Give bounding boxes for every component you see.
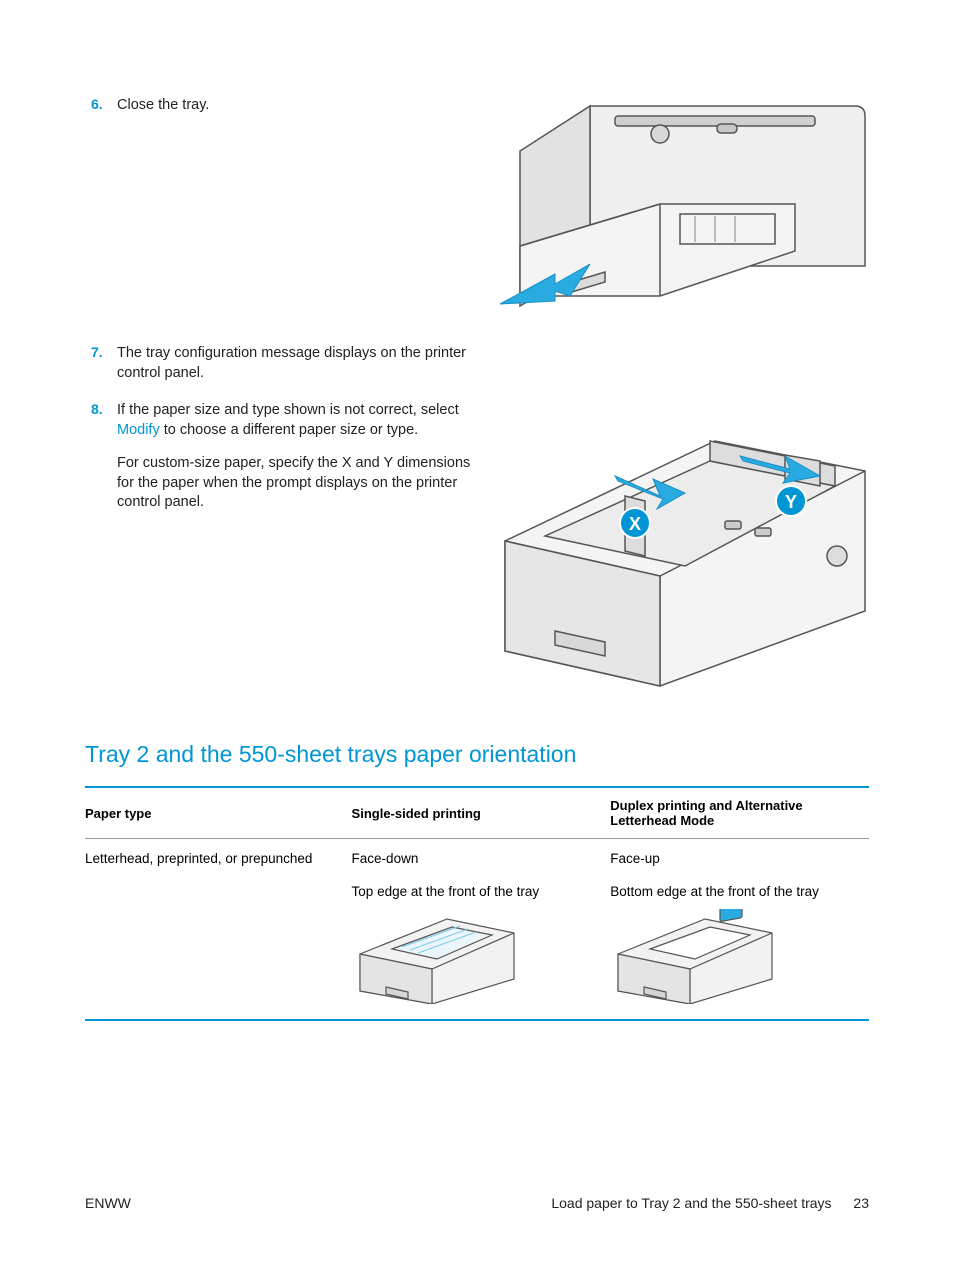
cell-paper-type: Letterhead, preprinted, or prepunched (85, 839, 352, 1021)
step-6-img-col (485, 96, 870, 321)
tray-xy-illustration: X Y (485, 401, 880, 691)
tray-thumb-duplex-icon (610, 909, 780, 1004)
step-8-textcol: 8. If the paper size and type shown is n… (85, 401, 485, 513)
cell-duplex-edge: Bottom edge at the front of the tray (610, 884, 863, 899)
footer-right-text: Load paper to Tray 2 and the 550-sheet t… (551, 1195, 831, 1211)
step-6-row: 6. Close the tray. (85, 96, 869, 326)
x-badge-icon: X (620, 508, 650, 538)
step-7-text: The tray configuration message displays … (117, 344, 477, 383)
cell-single-edge: Top edge at the front of the tray (352, 884, 605, 899)
step-7-textcol: 7. The tray configuration message displa… (85, 344, 485, 383)
printer-close-tray-illustration (485, 96, 870, 321)
step-7-row: 7. The tray configuration message displa… (85, 344, 869, 383)
cell-duplex: Face-up Bottom edge at the front of the … (610, 839, 869, 1021)
cell-duplex-face: Face-up (610, 851, 863, 866)
step-8-text-pre: If the paper size and type shown is not … (117, 402, 459, 418)
cell-single: Face-down Top edge at the front of the t… (352, 839, 611, 1021)
step-8-text: If the paper size and type shown is not … (117, 401, 477, 513)
step-6-textcol: 6. Close the tray. (85, 96, 485, 116)
table-header-row: Paper type Single-sided printing Duplex … (85, 787, 869, 839)
footer-right: Load paper to Tray 2 and the 550-sheet t… (551, 1195, 869, 1211)
step-8-row: 8. If the paper size and type shown is n… (85, 401, 869, 691)
tray-thumb-single-icon (352, 909, 522, 1004)
orientation-table: Paper type Single-sided printing Duplex … (85, 786, 869, 1021)
footer-left: ENWW (85, 1195, 131, 1211)
th-paper-type: Paper type (85, 787, 352, 839)
th-duplex: Duplex printing and Alternative Letterhe… (610, 787, 869, 839)
page-footer: ENWW Load paper to Tray 2 and the 550-sh… (85, 1195, 869, 1211)
th-single-sided: Single-sided printing (352, 787, 611, 839)
footer-page-number: 23 (853, 1195, 869, 1211)
document-page: 6. Close the tray. (0, 0, 954, 1271)
table-row: Letterhead, preprinted, or prepunched Fa… (85, 839, 869, 1021)
step-6-text: Close the tray. (117, 96, 209, 116)
y-badge-icon: Y (776, 486, 806, 516)
step-8-subtext: For custom-size paper, specify the X and… (117, 454, 477, 513)
cell-single-face: Face-down (352, 851, 605, 866)
step-8-img-col: X Y (485, 401, 880, 691)
step-6-number: 6. (85, 96, 117, 116)
svg-text:Y: Y (785, 492, 797, 512)
step-8-text-post: to choose a different paper size or type… (160, 422, 418, 438)
step-8-number: 8. (85, 401, 117, 513)
svg-text:X: X (629, 514, 641, 534)
modify-link: Modify (117, 422, 160, 438)
section-title: Tray 2 and the 550-sheet trays paper ori… (85, 741, 869, 768)
step-7-number: 7. (85, 344, 117, 383)
